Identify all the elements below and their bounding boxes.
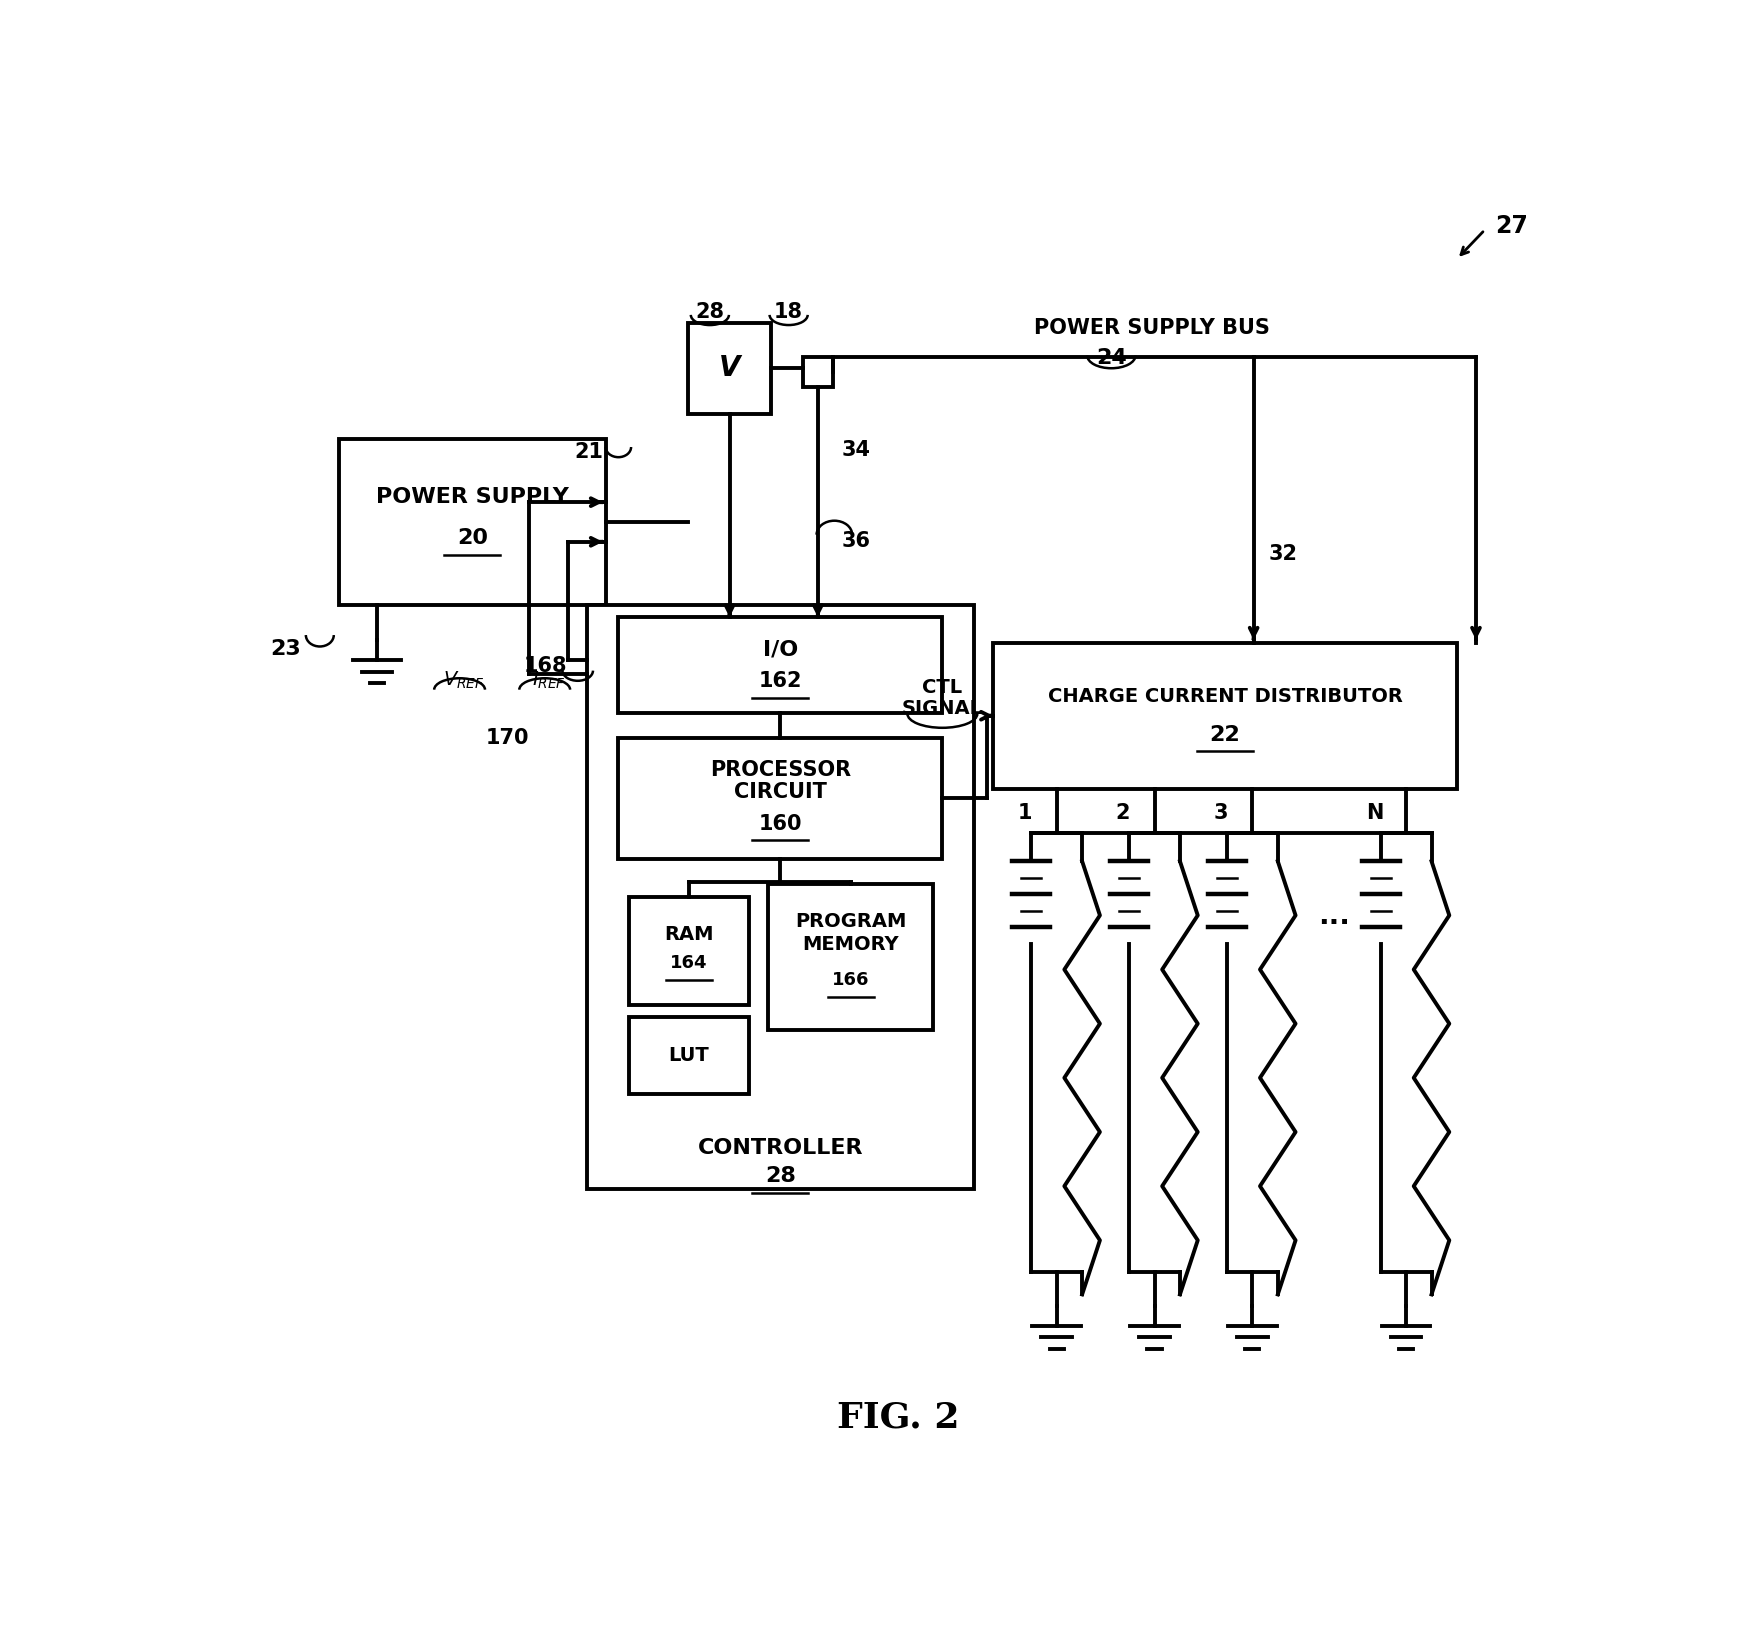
- Text: 166: 166: [832, 970, 869, 988]
- Bar: [618, 617, 943, 713]
- Text: POWER SUPPLY: POWER SUPPLY: [377, 487, 569, 507]
- Text: 168: 168: [524, 655, 568, 675]
- Text: 1: 1: [1018, 804, 1032, 823]
- Text: 28: 28: [696, 302, 724, 322]
- Text: MEMORY: MEMORY: [802, 936, 899, 954]
- Bar: [587, 604, 974, 1190]
- Bar: [629, 1018, 750, 1094]
- Text: 34: 34: [843, 439, 871, 460]
- Text: CONTROLLER: CONTROLLER: [697, 1138, 864, 1158]
- Text: $I_{REF}$: $I_{REF}$: [531, 670, 566, 691]
- Bar: [618, 738, 943, 858]
- Text: $V_{REF}$: $V_{REF}$: [443, 670, 484, 691]
- Text: 28: 28: [766, 1167, 795, 1186]
- Text: 24: 24: [1097, 348, 1127, 368]
- Text: PROCESSOR: PROCESSOR: [710, 761, 851, 780]
- Text: 32: 32: [1268, 544, 1298, 564]
- Bar: [993, 642, 1458, 789]
- Text: 3: 3: [1214, 804, 1228, 823]
- Text: 160: 160: [759, 813, 802, 833]
- Text: 162: 162: [759, 672, 802, 691]
- Text: ...: ...: [1318, 903, 1349, 931]
- Text: LUT: LUT: [669, 1046, 710, 1066]
- Text: SIGNAL: SIGNAL: [902, 700, 983, 718]
- Bar: [769, 884, 934, 1030]
- Text: 23: 23: [270, 639, 301, 658]
- Text: 164: 164: [671, 954, 708, 972]
- Text: 36: 36: [843, 531, 871, 551]
- Text: CIRCUIT: CIRCUIT: [734, 782, 827, 802]
- Text: V: V: [718, 355, 741, 383]
- Text: 2: 2: [1116, 804, 1130, 823]
- Text: 27: 27: [1494, 214, 1528, 238]
- Bar: [338, 439, 606, 604]
- Text: I/O: I/O: [762, 640, 797, 660]
- Text: CTL: CTL: [922, 678, 962, 696]
- Text: 18: 18: [774, 302, 802, 322]
- Text: 20: 20: [457, 528, 487, 548]
- Text: 21: 21: [575, 442, 603, 462]
- Text: RAM: RAM: [664, 924, 713, 944]
- Text: 22: 22: [1209, 724, 1240, 744]
- Text: PROGRAM: PROGRAM: [795, 912, 906, 931]
- Bar: [689, 322, 771, 414]
- Text: N: N: [1365, 804, 1382, 823]
- Bar: [629, 898, 750, 1005]
- Text: FIG. 2: FIG. 2: [837, 1401, 958, 1436]
- Text: POWER SUPPLY BUS: POWER SUPPLY BUS: [1034, 317, 1270, 338]
- Text: 170: 170: [485, 728, 529, 747]
- Bar: [802, 356, 834, 388]
- Text: CHARGE CURRENT DISTRIBUTOR: CHARGE CURRENT DISTRIBUTOR: [1048, 686, 1403, 706]
